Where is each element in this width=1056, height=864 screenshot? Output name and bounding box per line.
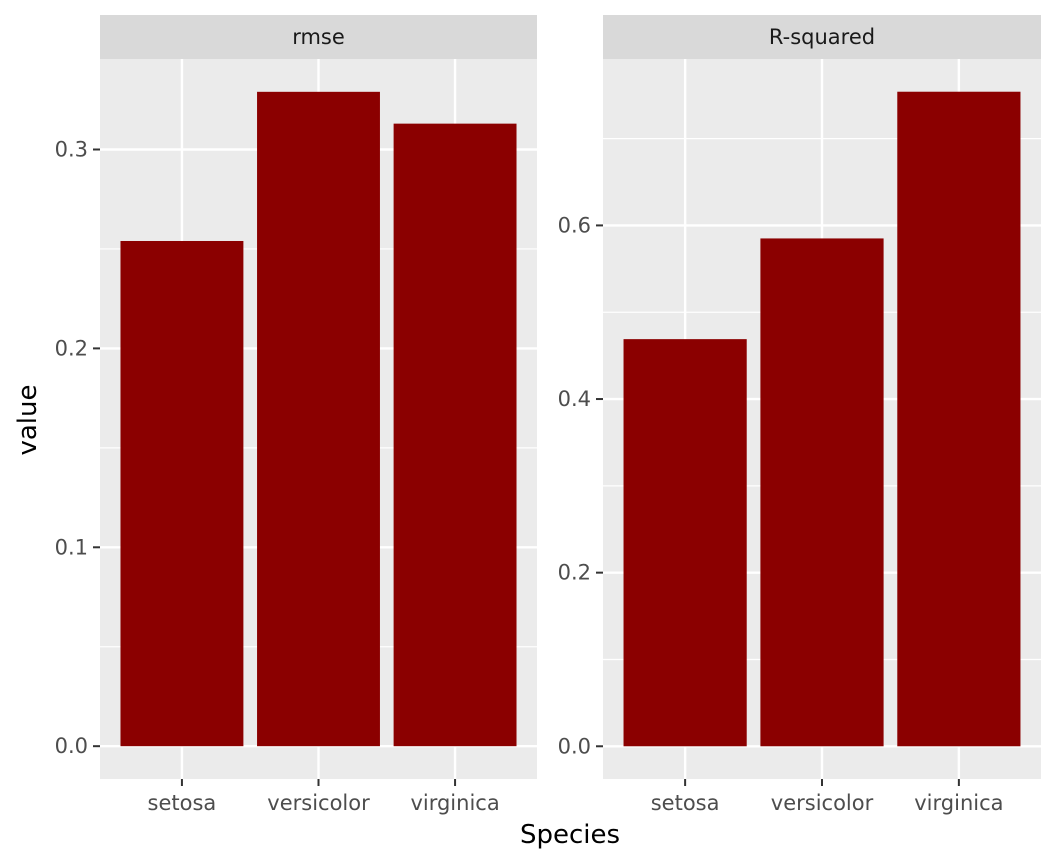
bar-setosa: [120, 240, 244, 747]
y-tick-label: 0.2: [558, 561, 591, 585]
x-tick-label: virginica: [410, 791, 499, 815]
x-axis-title: Species: [520, 820, 620, 850]
bar-versicolor: [760, 238, 884, 747]
facet-panel-0: rmse 0.0 0.1 0.2 0.3 setosa versicolor virginic…: [55, 15, 537, 815]
x-tick-label: virginica: [914, 791, 1003, 815]
y-tick-label: 0.6: [558, 213, 591, 237]
y-tick-label: 0.0: [55, 734, 88, 758]
x-tick-label: setosa: [148, 791, 217, 815]
x-tick-label: versicolor: [771, 791, 874, 815]
y-tick-label: 0.2: [55, 336, 88, 360]
facet-strip-label: rmse: [292, 25, 345, 49]
bar-setosa: [623, 339, 747, 747]
facet-strip-label: R-squared: [769, 25, 875, 49]
facet-panel-1: R-squared 0.0 0.2 0.4 0.6 setosa versicolor vir…: [558, 15, 1041, 815]
bar-virginica: [897, 91, 1021, 747]
bar-versicolor: [257, 91, 380, 747]
facet-strip: [100, 15, 537, 59]
x-tick-label: setosa: [651, 791, 720, 815]
y-axis-title: value: [13, 384, 43, 455]
y-tick-label: 0.4: [558, 387, 591, 411]
y-tick-label: 0.3: [55, 137, 88, 161]
x-tick-label: versicolor: [267, 791, 370, 815]
y-tick-label: 0.1: [55, 535, 88, 559]
facet-strip: [603, 15, 1041, 59]
y-tick-label: 0.0: [558, 734, 591, 758]
bar-virginica: [393, 123, 517, 747]
